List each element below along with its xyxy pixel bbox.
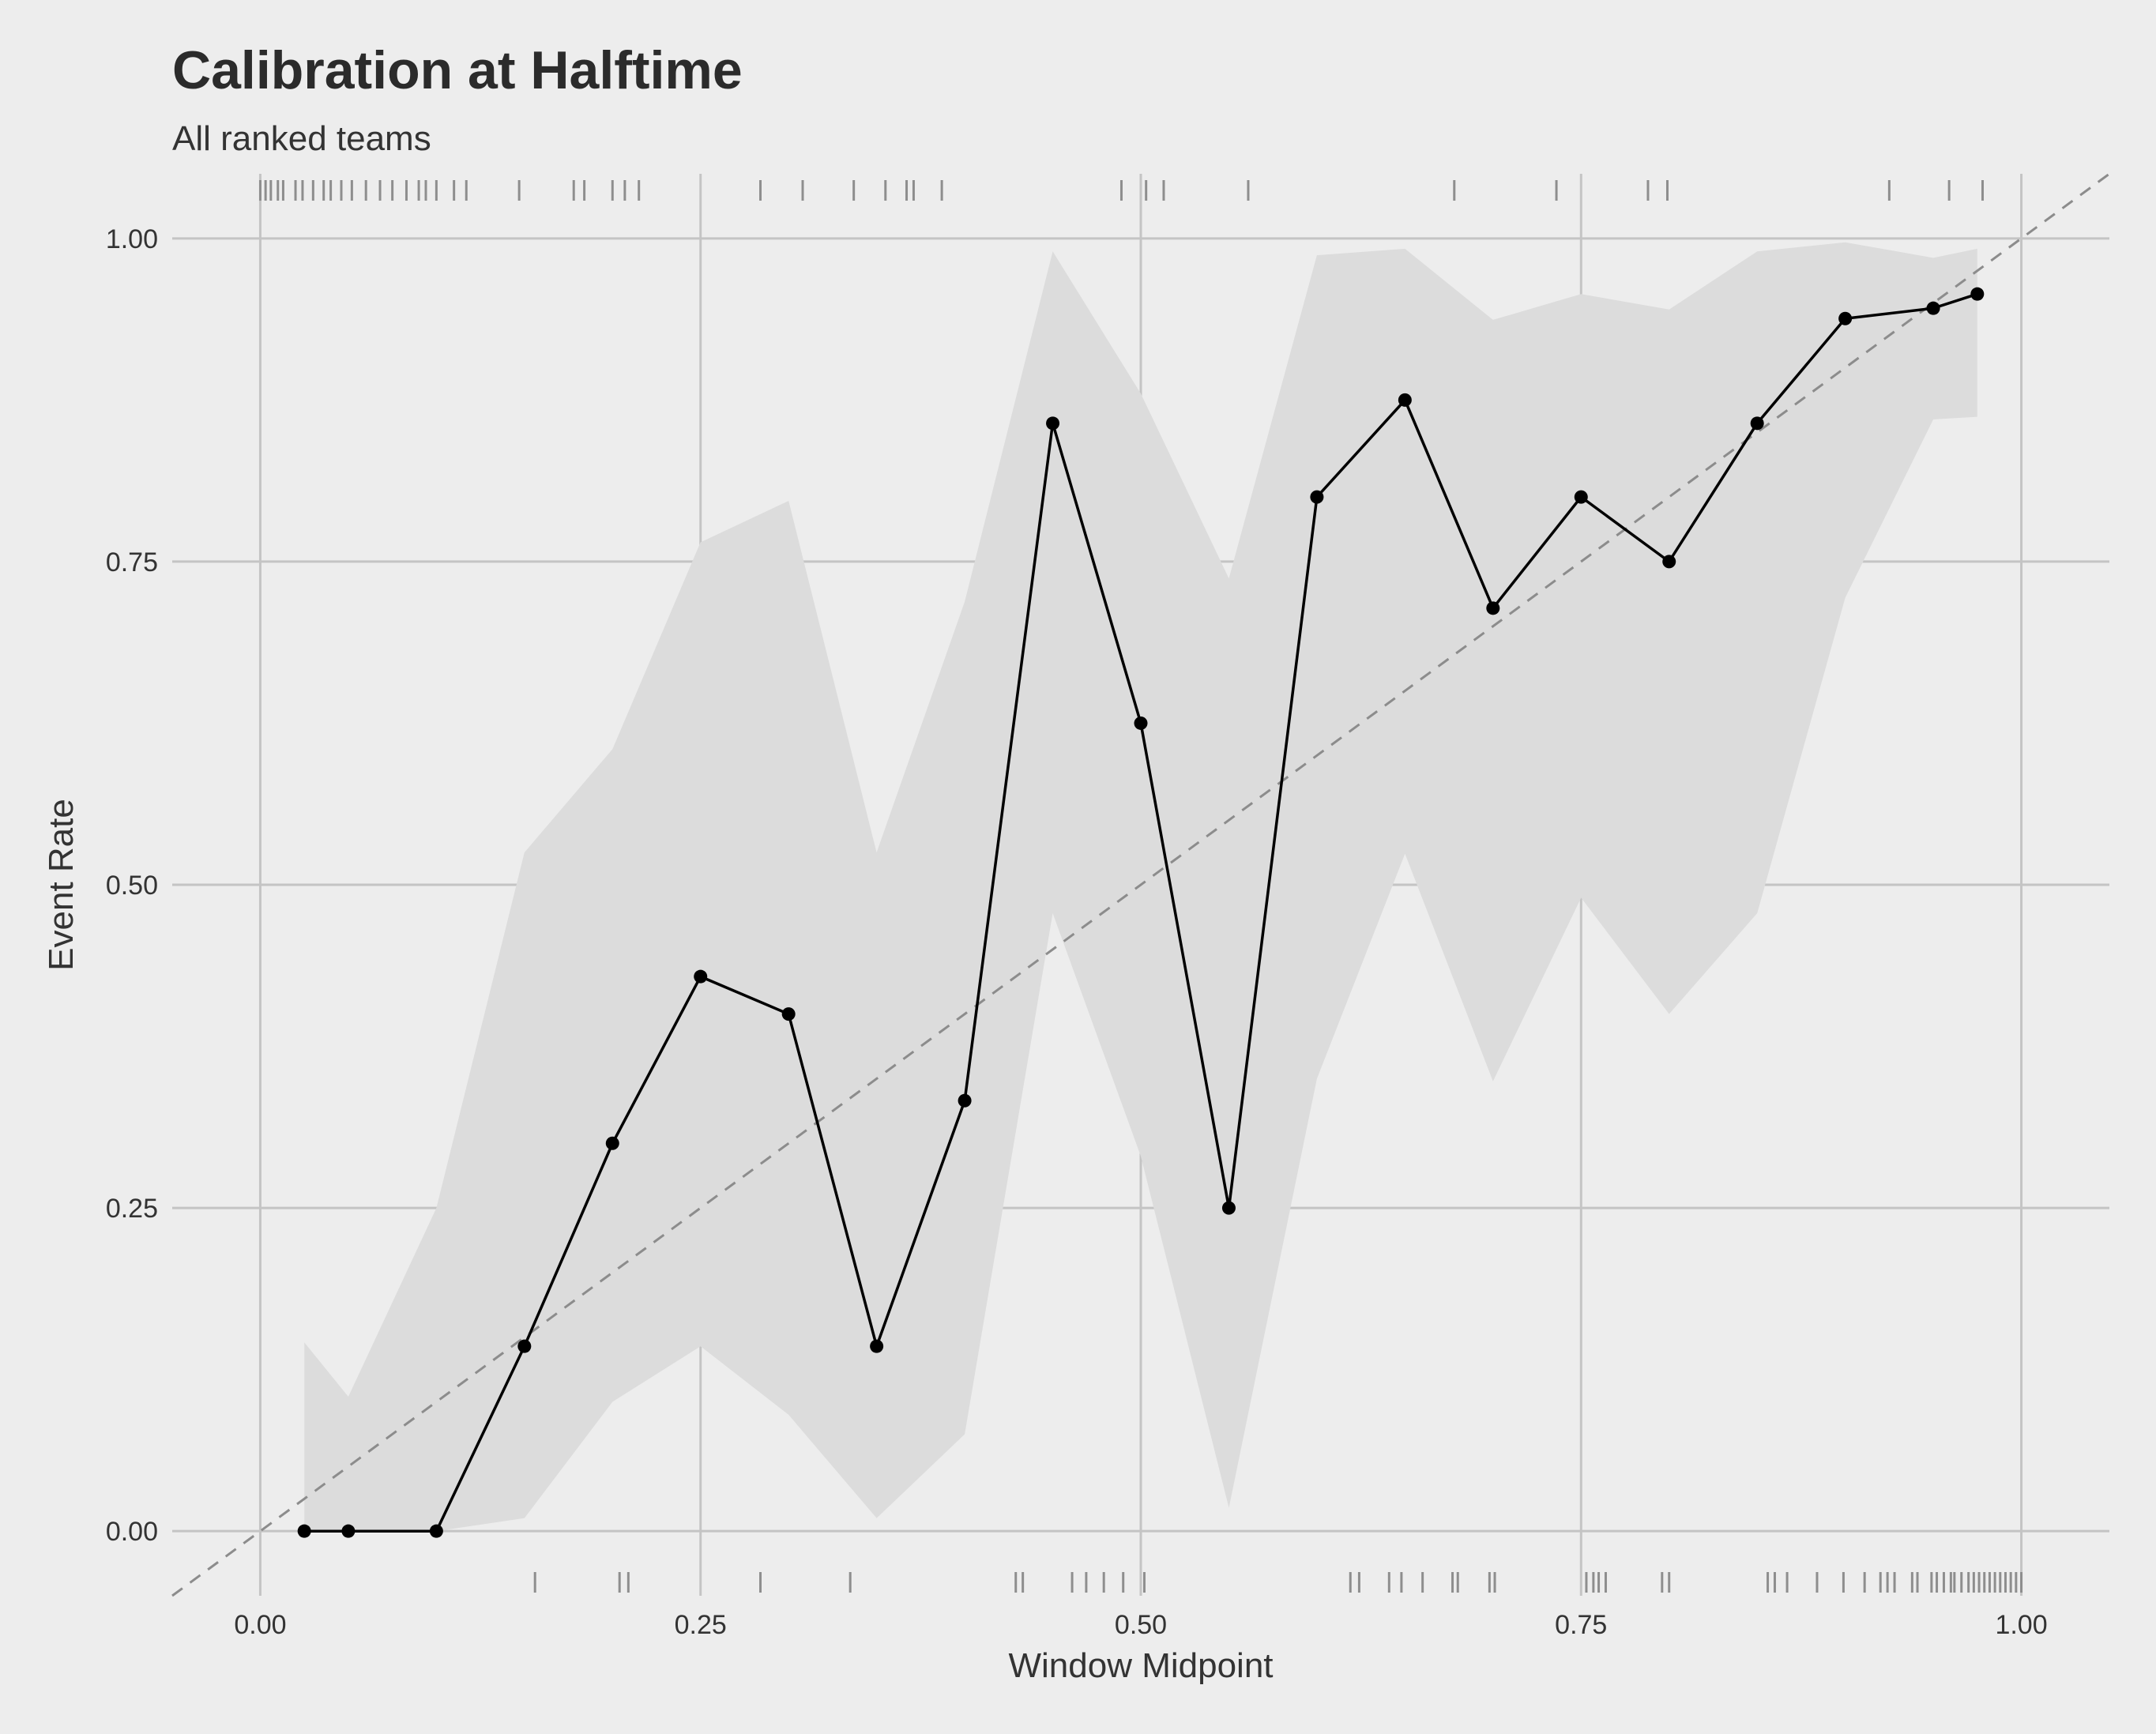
y-tick-label: 0.50	[106, 871, 158, 901]
confidence-band	[304, 242, 1977, 1532]
data-point	[429, 1524, 443, 1538]
x-tick-label: 0.00	[234, 1610, 286, 1640]
y-tick-label: 0.25	[106, 1194, 158, 1224]
rug-marks	[258, 180, 2023, 1593]
x-tick-label: 0.75	[1555, 1610, 1607, 1640]
data-point	[870, 1339, 884, 1353]
data-point	[1134, 716, 1148, 730]
data-point	[1574, 490, 1588, 504]
reference-line-group	[171, 172, 2110, 1597]
data-point	[958, 1093, 972, 1108]
data-point	[781, 1007, 796, 1021]
x-tick-label: 0.25	[675, 1610, 727, 1640]
y-axis-title: Event Rate	[42, 799, 81, 971]
chart-subtitle: All ranked teams	[172, 119, 431, 158]
confidence-band-area	[304, 242, 1977, 1532]
series-group	[297, 287, 1985, 1538]
data-point	[605, 1136, 619, 1150]
chart-title: Calibration at Halftime	[172, 40, 743, 100]
data-point	[1662, 555, 1676, 569]
data-point	[694, 969, 708, 984]
data-point	[1221, 1201, 1236, 1215]
x-tick-labels: 0.00 0.25 0.50 0.75 1.00	[234, 1610, 2047, 1640]
reference-line	[171, 172, 2110, 1597]
y-tick-label: 0.75	[106, 547, 158, 577]
data-point	[297, 1524, 311, 1538]
data-point	[1310, 490, 1324, 504]
x-tick-label: 1.00	[1995, 1610, 2047, 1640]
data-point	[1970, 287, 1985, 301]
y-tick-label: 1.00	[106, 224, 158, 254]
data-point	[1750, 416, 1764, 431]
x-axis-title: Window Midpoint	[1008, 1646, 1273, 1685]
data-point	[1046, 416, 1060, 431]
data-point	[341, 1524, 356, 1538]
data-point	[1486, 601, 1500, 615]
data-point	[1926, 301, 1940, 315]
data-point	[517, 1339, 532, 1353]
y-tick-labels: 0.00 0.25 0.50 0.75 1.00	[106, 224, 158, 1547]
data-point	[1398, 393, 1412, 407]
x-tick-label: 0.50	[1115, 1610, 1167, 1640]
y-tick-label: 0.00	[106, 1517, 158, 1547]
data-point	[1838, 311, 1853, 325]
